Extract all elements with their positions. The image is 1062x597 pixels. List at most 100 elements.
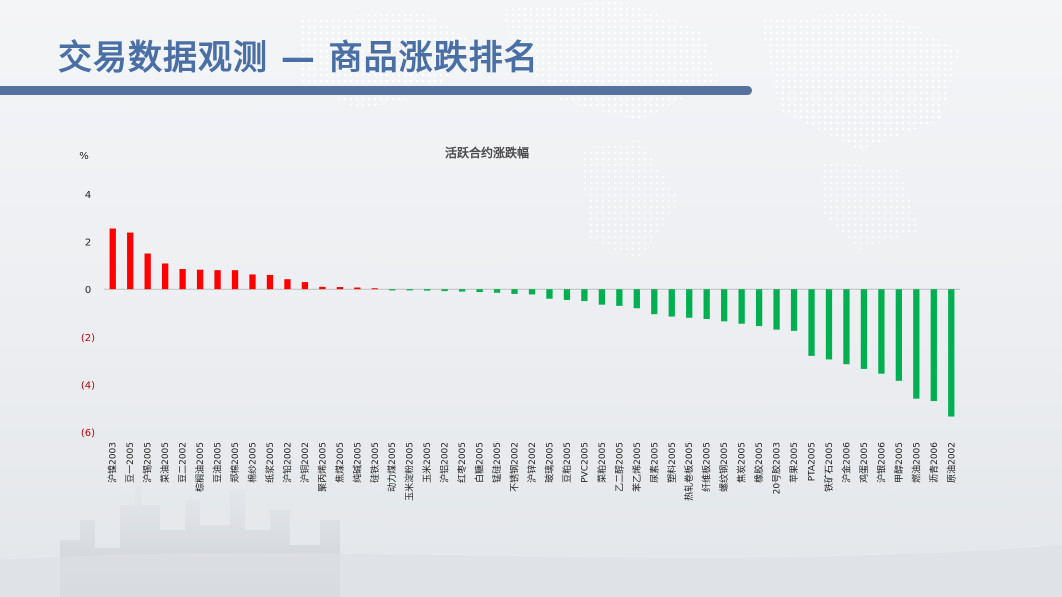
- x-tick-label: 热轧卷板2005: [683, 442, 695, 501]
- bar: [371, 288, 378, 290]
- x-tick-label: 橡胶2005: [753, 442, 765, 483]
- y-tick-label: 4: [85, 190, 91, 201]
- bar: [179, 268, 186, 290]
- bar: [773, 289, 780, 330]
- x-tick-label: PVC2005: [580, 442, 590, 483]
- x-tick-label: 红枣2005: [456, 442, 468, 483]
- x-tick-label: 纤维板2005: [701, 442, 713, 492]
- x-tick-label: 聚丙烯2005: [316, 442, 328, 492]
- x-tick-label: 沪锌2002: [526, 442, 538, 483]
- bar: [616, 289, 623, 306]
- x-tick-label: 乙二醇2005: [613, 442, 625, 492]
- x-tick-label: 玉米2005: [421, 442, 433, 483]
- bar: [843, 289, 850, 365]
- bar: [458, 289, 466, 292]
- bar: [389, 289, 396, 291]
- chart-title: 活跃合约涨跌幅: [445, 145, 529, 160]
- title-underline: [0, 86, 752, 95]
- x-tick-label: 尿素2005: [648, 442, 660, 483]
- x-axis-labels: 沪镍2003 豆一2005 沪锡2005 菜油2005 豆二2002 棕榈油2005 豆油2…: [107, 442, 958, 501]
- bar: [424, 289, 431, 291]
- bar: [913, 289, 920, 399]
- y-tick-label: (4): [81, 380, 95, 391]
- x-tick-label: 焦炭2005: [736, 442, 748, 483]
- x-tick-label: 豆二2002: [178, 442, 189, 483]
- x-tick-label: 甲醇2005: [893, 442, 905, 483]
- x-tick-label: 焦煤2005: [334, 442, 346, 483]
- bar: [284, 279, 291, 290]
- x-tick-label: 硅铁2005: [369, 442, 381, 483]
- bar: [808, 289, 815, 356]
- y-axis-unit: %: [79, 151, 89, 162]
- x-tick-label: 玉米淀粉2005: [404, 442, 416, 501]
- y-tick-label: 0: [85, 285, 91, 296]
- x-tick-label: 沪铅2002: [281, 442, 293, 483]
- bar: [493, 289, 501, 293]
- bar: [266, 274, 274, 290]
- bar: [249, 274, 256, 290]
- x-tick-label: 塑料2005: [666, 442, 678, 483]
- x-tick-label: 白糖2005: [474, 442, 486, 483]
- x-tick-label: 沪锡2005: [142, 442, 154, 483]
- bar: [109, 228, 116, 290]
- x-tick-label: 原油2002: [945, 442, 957, 483]
- x-tick-label: 沪铝2002: [439, 442, 451, 483]
- x-tick-label: 豆一2005: [125, 442, 136, 483]
- y-axis: 4 2 0 (2) (4) (6): [81, 190, 95, 439]
- bar: [721, 289, 728, 322]
- bar: [511, 289, 518, 294]
- bar: [878, 289, 885, 374]
- x-tick-label: 沪镍2003: [107, 442, 119, 483]
- bar: [825, 289, 833, 360]
- y-tick-label: (2): [81, 333, 95, 344]
- x-tick-label: 燃油2005: [910, 442, 922, 483]
- x-tick-label: 苹果2005: [788, 442, 800, 483]
- bar: [214, 270, 221, 290]
- bar: [144, 253, 151, 290]
- bar: [546, 289, 553, 299]
- x-tick-label: 纯碱2005: [351, 442, 363, 483]
- bar: [231, 270, 239, 290]
- bar: [651, 289, 658, 315]
- x-tick-label: 沪铜2002: [299, 442, 311, 483]
- bar: [406, 289, 413, 291]
- bar: [127, 232, 134, 290]
- bar: [161, 263, 169, 290]
- bar: [563, 289, 571, 300]
- bar: [860, 289, 868, 369]
- y-tick-label: 2: [85, 238, 91, 249]
- bar: [598, 289, 606, 305]
- x-tick-label: 沪银2006: [875, 442, 887, 483]
- bar: [738, 289, 745, 324]
- x-tick-label: 苯乙烯2005: [631, 442, 643, 492]
- x-tick-label: 棕榈油2005: [194, 442, 206, 492]
- x-tick-label: 锰硅2005: [491, 442, 503, 483]
- x-tick-label: 动力煤2005: [386, 442, 398, 492]
- page-title: 交易数据观测 — 商品涨跌排名: [58, 38, 539, 78]
- x-tick-label: 豆油2005: [212, 442, 224, 483]
- x-tick-label: 沪金2006: [840, 442, 852, 483]
- bar: [528, 289, 536, 295]
- bar: [476, 289, 483, 293]
- x-tick-label: 菜粕2005: [596, 442, 608, 483]
- x-tick-label: 棉纱2005: [246, 442, 258, 483]
- bar: [319, 286, 326, 290]
- x-tick-label: 沥青2006: [928, 442, 940, 483]
- y-tick-label: (6): [81, 428, 95, 439]
- bar: [633, 289, 640, 309]
- bar: [703, 289, 710, 319]
- x-tick-label: 豆粕2005: [561, 442, 573, 483]
- bar: [301, 282, 309, 290]
- x-tick-label: 鸡蛋2005: [858, 442, 870, 483]
- x-tick-label: 螺纹钢2005: [718, 442, 730, 492]
- x-tick-label: 20号胶2003: [771, 442, 783, 494]
- bar: [336, 287, 343, 290]
- x-tick-label: 纸浆2005: [264, 442, 276, 483]
- bar: [441, 289, 448, 292]
- bar: [196, 269, 204, 290]
- bar: [930, 289, 937, 402]
- bar: [581, 289, 588, 302]
- bar: [668, 289, 675, 317]
- bar: [755, 289, 763, 327]
